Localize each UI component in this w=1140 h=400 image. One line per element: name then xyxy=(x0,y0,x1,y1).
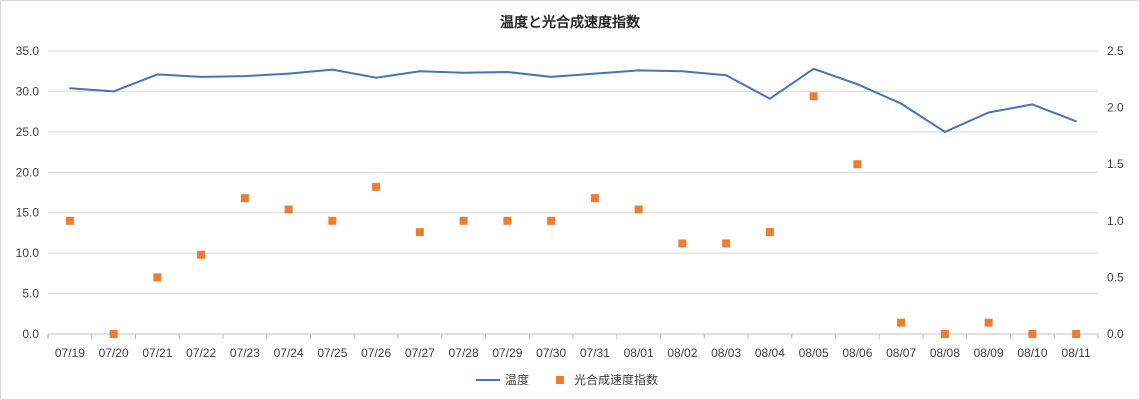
right-y-tick-label: 0.0 xyxy=(1107,327,1124,341)
x-tick-label: 07/25 xyxy=(317,346,347,360)
photosynthesis-marker xyxy=(897,318,906,327)
x-tick-label: 08/03 xyxy=(711,346,741,360)
left-y-tick-label: 5.0 xyxy=(22,287,39,301)
x-axis: 07/19 07/20 07/21 07/22 07/23 07/24 07/25 07/26… xyxy=(47,334,1099,360)
temperature-point xyxy=(331,68,334,71)
temperature-point xyxy=(725,74,727,77)
temperature-point xyxy=(594,72,596,75)
chart-title: 温度と光合成速度指数 xyxy=(500,14,641,31)
x-tick-label: 08/08 xyxy=(930,346,960,360)
right-y-tick-label: 1.0 xyxy=(1107,214,1124,228)
photosynthesis-marker xyxy=(809,92,818,101)
temperature-point xyxy=(900,102,902,105)
right-y-axis: 0.0 0.5 1.0 1.5 2.0 2.5 xyxy=(1107,44,1124,341)
x-tick-label: 08/01 xyxy=(624,346,654,360)
photosynthesis-marker xyxy=(372,182,381,191)
photosynthesis-marker xyxy=(722,239,731,248)
temperature-point xyxy=(944,131,946,133)
temperature-point xyxy=(987,111,990,114)
x-tick-label: 08/05 xyxy=(799,346,829,360)
x-tick-label: 07/29 xyxy=(492,346,522,360)
left-y-tick-label: 25.0 xyxy=(16,125,40,139)
left-y-tick-label: 0.0 xyxy=(22,327,39,341)
temperature-point xyxy=(550,76,552,78)
x-tick-label: 08/02 xyxy=(667,346,697,360)
temperature-point xyxy=(375,76,377,79)
temperature-point xyxy=(69,87,71,89)
x-tick-label: 08/04 xyxy=(755,346,785,360)
photosynthesis-marker xyxy=(503,216,512,225)
right-y-tick-label: 2.0 xyxy=(1107,101,1124,115)
temperature-point xyxy=(156,73,159,76)
photosynthesis-marker xyxy=(328,216,337,225)
x-tick-label: 08/06 xyxy=(842,346,872,360)
x-tick-label: 07/24 xyxy=(274,346,304,360)
photosynthesis-marker xyxy=(678,239,687,248)
temperature-point xyxy=(681,70,684,73)
left-y-tick-label: 10.0 xyxy=(16,246,40,260)
x-tick-label: 07/20 xyxy=(99,346,129,360)
photosynthesis-marker xyxy=(109,330,118,338)
left-y-tick-label: 15.0 xyxy=(16,206,40,220)
right-y-tick-label: 0.5 xyxy=(1107,270,1124,284)
temperature-point xyxy=(769,97,771,100)
left-y-axis: 0.0 5.0 10.0 15.0 20.0 25.0 30.0 35.0 xyxy=(16,44,40,341)
right-y-tick-label: 2.5 xyxy=(1107,44,1124,58)
photosynthesis-marker xyxy=(153,273,162,282)
legend-label-photosynthesis: 光合成速度指数 xyxy=(574,372,658,387)
temperature-point xyxy=(1075,120,1077,123)
temperature-line xyxy=(69,67,1077,133)
x-tick-label: 07/22 xyxy=(186,346,216,360)
photosynthesis-marker xyxy=(1028,330,1037,338)
x-tick-label: 07/26 xyxy=(361,346,391,360)
temperature-point xyxy=(200,76,202,78)
temperature-point xyxy=(244,75,246,77)
legend-label-temperature: 温度 xyxy=(505,372,529,387)
x-tick-label: 07/31 xyxy=(580,346,610,360)
plot-area xyxy=(65,67,1081,338)
photosynthesis-marker xyxy=(590,194,599,203)
temperature-point xyxy=(637,69,640,72)
temperature-point xyxy=(462,72,465,74)
temperature-point xyxy=(419,70,421,73)
x-tick-label: 08/09 xyxy=(974,346,1004,360)
x-tick-label: 07/27 xyxy=(405,346,435,360)
gridlines xyxy=(48,50,1098,335)
x-tick-label: 07/23 xyxy=(230,346,260,360)
photosynthesis-marker xyxy=(197,250,206,259)
x-tick-label: 08/10 xyxy=(1017,346,1047,360)
x-tick-label: 07/19 xyxy=(55,346,85,360)
x-tick-label: 07/30 xyxy=(536,346,566,360)
temperature-point xyxy=(812,67,815,70)
photosynthesis-marker xyxy=(853,160,862,169)
left-y-tick-label: 35.0 xyxy=(16,44,40,58)
x-tick-label: 07/21 xyxy=(142,346,172,360)
x-tick-label: 07/28 xyxy=(449,346,479,360)
photosynthesis-marker xyxy=(547,216,556,225)
temperature-point xyxy=(287,72,290,75)
photosynthesis-marker xyxy=(940,330,949,338)
photosynthesis-marker xyxy=(984,318,993,327)
photosynthesis-marker xyxy=(634,205,643,214)
x-tick-label: 08/07 xyxy=(886,346,916,360)
photosynthesis-marker xyxy=(415,228,424,237)
photosynthesis-marker xyxy=(284,205,293,214)
photosynthesis-marker xyxy=(765,228,774,237)
legend-marker-swatch xyxy=(556,376,564,384)
photosynthesis-marker xyxy=(459,216,468,225)
temperature-point xyxy=(856,83,859,85)
left-y-tick-label: 30.0 xyxy=(16,84,40,98)
legend: 温度 光合成速度指数 xyxy=(476,372,658,387)
photosynthesis-marker xyxy=(65,216,74,225)
temperature-point xyxy=(506,71,509,73)
temperature-point xyxy=(112,90,115,93)
x-tick-label: 08/11 xyxy=(1062,346,1091,360)
photosynthesis-marker xyxy=(1072,330,1081,338)
temperature-point xyxy=(1031,103,1034,106)
right-y-tick-label: 1.5 xyxy=(1107,157,1124,171)
photosynthesis-marker xyxy=(240,194,249,203)
left-y-tick-label: 20.0 xyxy=(16,165,40,179)
